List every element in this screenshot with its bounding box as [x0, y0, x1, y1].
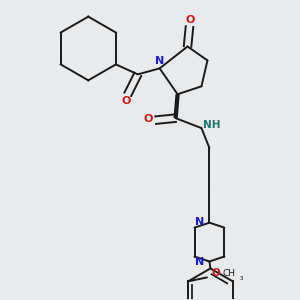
Text: NH: NH — [203, 120, 220, 130]
Text: O: O — [143, 114, 152, 124]
Text: ₃: ₃ — [240, 273, 243, 282]
Text: CH: CH — [223, 269, 236, 278]
Text: O: O — [212, 268, 221, 278]
Text: O: O — [186, 15, 195, 25]
Text: N: N — [155, 56, 164, 66]
Text: N: N — [195, 257, 204, 268]
Text: O: O — [121, 96, 130, 106]
Text: N: N — [195, 217, 204, 227]
